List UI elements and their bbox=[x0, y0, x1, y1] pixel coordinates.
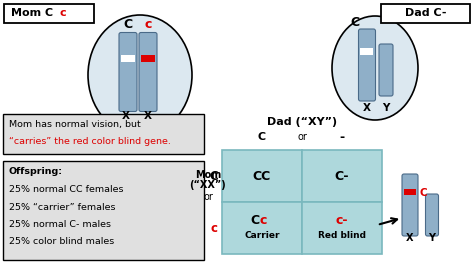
Text: X: X bbox=[363, 103, 371, 113]
FancyBboxPatch shape bbox=[3, 161, 204, 260]
Bar bbox=[141, 55, 155, 62]
Text: CC: CC bbox=[253, 169, 271, 183]
Text: X: X bbox=[406, 233, 414, 243]
Text: C: C bbox=[258, 132, 266, 142]
Bar bbox=[222, 150, 302, 202]
Text: c: c bbox=[144, 18, 152, 31]
Text: C: C bbox=[420, 188, 428, 198]
Text: 25% “carrier” females: 25% “carrier” females bbox=[9, 203, 116, 211]
Text: Mom has normal vision, but: Mom has normal vision, but bbox=[9, 120, 141, 129]
Text: c: c bbox=[260, 215, 267, 227]
FancyBboxPatch shape bbox=[426, 194, 438, 236]
Text: X: X bbox=[144, 111, 152, 121]
Text: Mom C: Mom C bbox=[11, 8, 53, 18]
Text: or: or bbox=[203, 192, 213, 202]
Text: 25% color blind males: 25% color blind males bbox=[9, 237, 114, 246]
Text: C: C bbox=[350, 16, 360, 28]
FancyBboxPatch shape bbox=[358, 29, 375, 101]
FancyBboxPatch shape bbox=[119, 33, 137, 112]
FancyBboxPatch shape bbox=[3, 114, 204, 154]
Text: 25% normal C- males: 25% normal C- males bbox=[9, 220, 111, 229]
Text: C: C bbox=[123, 18, 133, 31]
Ellipse shape bbox=[332, 16, 418, 120]
Text: C-: C- bbox=[335, 169, 349, 183]
Bar bbox=[404, 189, 416, 195]
Bar bbox=[361, 48, 374, 55]
FancyBboxPatch shape bbox=[379, 44, 393, 96]
FancyBboxPatch shape bbox=[381, 4, 470, 23]
Text: Red blind: Red blind bbox=[318, 231, 366, 240]
Text: (“XX”): (“XX”) bbox=[190, 180, 227, 190]
FancyBboxPatch shape bbox=[139, 33, 157, 112]
Text: c: c bbox=[60, 8, 67, 18]
Text: Dad C-: Dad C- bbox=[405, 8, 446, 18]
FancyBboxPatch shape bbox=[402, 174, 418, 236]
Text: Offspring:: Offspring: bbox=[9, 168, 63, 176]
Text: c: c bbox=[210, 221, 218, 235]
FancyBboxPatch shape bbox=[4, 4, 94, 23]
Text: Dad (“XY”): Dad (“XY”) bbox=[267, 117, 337, 127]
Text: or: or bbox=[297, 132, 307, 142]
Text: -: - bbox=[339, 130, 345, 144]
Ellipse shape bbox=[88, 15, 192, 135]
Text: C: C bbox=[251, 215, 260, 227]
Text: Mom: Mom bbox=[195, 170, 221, 180]
Text: 25% normal CC females: 25% normal CC females bbox=[9, 185, 124, 194]
Text: Y: Y bbox=[428, 233, 436, 243]
Text: X: X bbox=[122, 111, 130, 121]
Text: c-: c- bbox=[336, 215, 348, 227]
Text: C: C bbox=[210, 169, 219, 183]
Text: “carries” the red color blind gene.: “carries” the red color blind gene. bbox=[9, 138, 171, 146]
Bar bbox=[302, 150, 382, 202]
Text: Y: Y bbox=[383, 103, 390, 113]
Bar bbox=[222, 202, 302, 254]
Bar bbox=[121, 55, 135, 62]
Text: Carrier: Carrier bbox=[244, 231, 280, 240]
Bar bbox=[302, 202, 382, 254]
